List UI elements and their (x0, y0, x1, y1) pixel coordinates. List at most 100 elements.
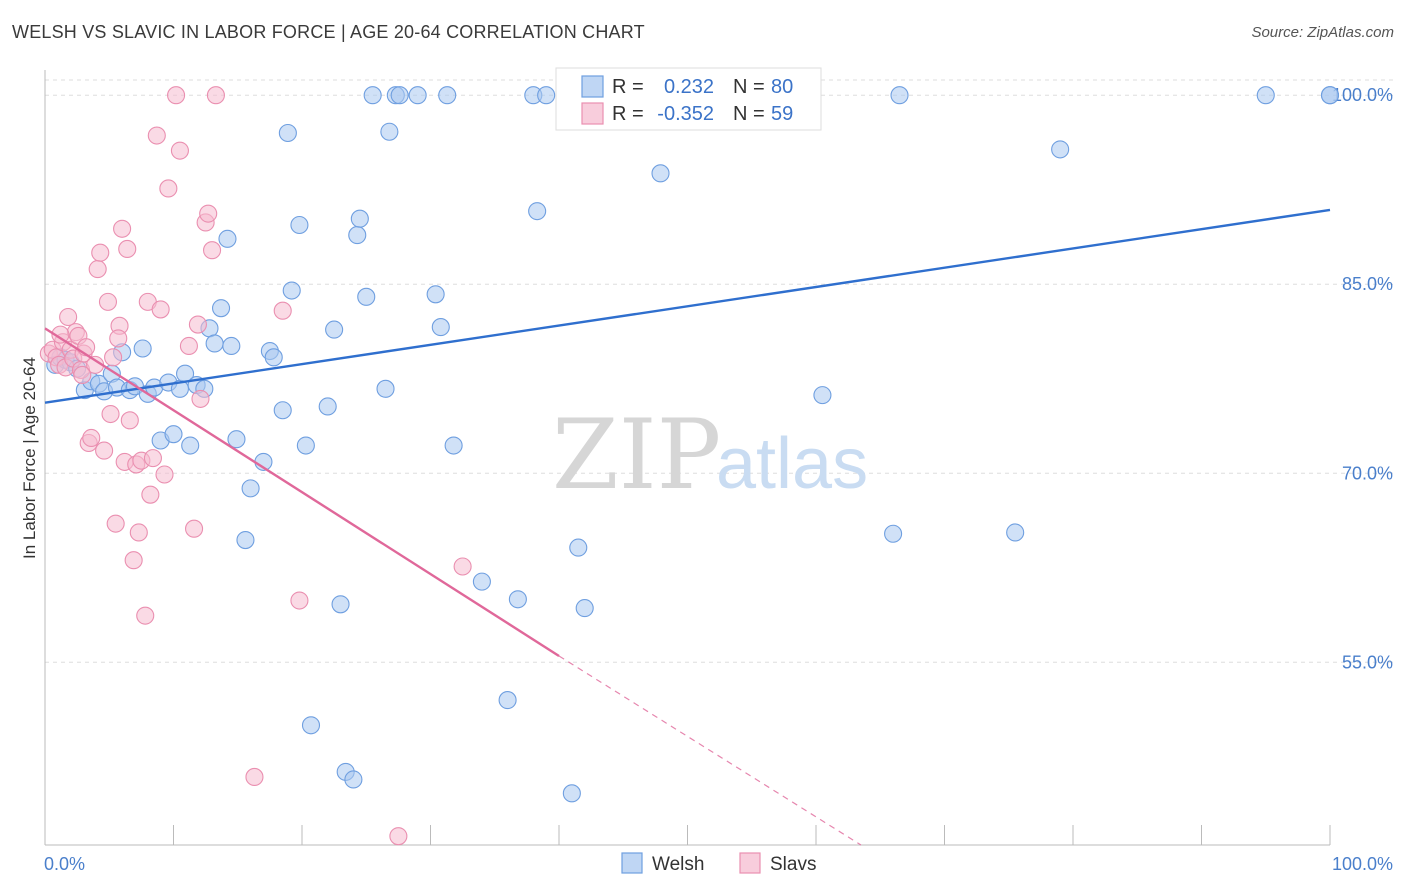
welsh-point-52 (380, 122, 399, 141)
welsh-point-31 (236, 530, 255, 550)
welsh-point-68 (575, 599, 594, 618)
welsh-point-39 (290, 215, 309, 235)
bottom-legend-label-slavs: Slavs (770, 854, 816, 875)
slavs-point-41 (167, 86, 186, 105)
y-tick-labels: 55.0% 70.0% 85.0% 100.0% (1332, 85, 1393, 672)
welsh-point-14 (133, 339, 152, 358)
slavs-point-52 (273, 301, 292, 320)
welsh-point-37 (278, 123, 297, 143)
welsh-point-61 (498, 691, 517, 710)
trend-lines (44, 208, 1331, 846)
y-tick-label-3: 100.0% (1332, 85, 1393, 105)
welsh-point-74 (890, 86, 909, 105)
source-note: Source: ZipAtlas.com (1251, 24, 1394, 41)
welsh-point-65 (537, 86, 556, 105)
welsh-point-67 (569, 538, 588, 557)
welsh-point-54 (390, 86, 409, 105)
legend-n-label-slavs: N = (733, 103, 765, 125)
slavs-point-25 (113, 219, 132, 238)
watermark-atlas: atlas (716, 424, 868, 504)
welsh-point-79 (1320, 86, 1340, 105)
slavs-points (39, 86, 472, 846)
welsh-point-56 (426, 285, 445, 304)
watermark-zip: ZIP (552, 399, 721, 511)
legend-r-value-welsh: 0.232 (664, 76, 714, 98)
slavs-point-29 (124, 551, 143, 570)
slavs-point-38 (151, 300, 170, 319)
welsh-point-36 (273, 401, 292, 420)
bottom-legend-label-welsh: Welsh (652, 854, 704, 875)
bottom-legend-swatch-slavs (739, 852, 761, 874)
welsh-point-28 (218, 229, 237, 248)
welsh-point-51 (376, 379, 395, 398)
x-tick-labels: 0.0% 100.0% (44, 854, 1393, 874)
welsh-point-76 (1051, 140, 1070, 159)
welsh-point-64 (528, 202, 547, 221)
x-tick-label-1: 100.0% (1332, 854, 1393, 874)
welsh-point-42 (318, 397, 337, 416)
welsh-point-75 (1006, 523, 1025, 542)
slavs-point-53 (290, 591, 309, 610)
welsh-point-55 (408, 86, 427, 105)
legend-n-value-slavs: 59 (771, 103, 793, 125)
chart-title: WELSH VS SLAVIC IN LABOR FORCE | AGE 20-… (12, 22, 645, 42)
slavs-point-40 (159, 179, 178, 198)
welsh-point-66 (562, 784, 581, 803)
bottom-legend-swatch-welsh (621, 852, 643, 874)
slavs-point-48 (199, 204, 218, 223)
slavs-point-6 (59, 307, 78, 327)
welsh-point-58 (438, 86, 457, 105)
welsh-point-73 (884, 524, 903, 543)
slavs-point-27 (118, 239, 137, 258)
y-axis-label: In Labor Force | Age 20-64 (20, 357, 39, 559)
welsh-point-41 (301, 716, 321, 735)
welsh-point-44 (331, 595, 350, 614)
welsh-point-72 (813, 386, 832, 405)
legend-r-label-slavs: R = (612, 103, 644, 125)
slavs-point-28 (120, 411, 139, 430)
y-tick-label-0: 55.0% (1342, 652, 1393, 672)
welsh-point-32 (241, 479, 260, 498)
slavs-point-58 (109, 329, 128, 348)
welsh-point-49 (357, 287, 376, 306)
welsh-point-43 (325, 320, 344, 339)
legend-n-label-welsh: N = (733, 76, 765, 98)
slavs-point-44 (185, 519, 204, 538)
welsh-point-29 (222, 336, 241, 356)
slavs-point-22 (104, 348, 123, 367)
axes (44, 70, 1331, 846)
slavs-point-54 (389, 827, 408, 846)
slavs-point-50 (206, 86, 225, 105)
slavs-point-46 (191, 389, 210, 408)
slavs-point-37 (147, 126, 166, 145)
slavs-point-55 (453, 557, 472, 576)
y-tick-label-2: 85.0% (1342, 274, 1393, 294)
legend-r-value-slavs: -0.352 (657, 103, 714, 125)
slavs-point-35 (141, 485, 160, 504)
welsh-point-59 (444, 436, 463, 455)
slavs-point-49 (203, 241, 222, 260)
welsh-point-40 (296, 436, 315, 455)
welsh-point-57 (431, 318, 450, 337)
legend-swatch-welsh (581, 75, 604, 98)
slavs-point-23 (106, 514, 125, 533)
slavs-point-39 (155, 465, 174, 484)
slavs-trend-extension (558, 655, 862, 846)
watermark: ZIP atlas (552, 399, 868, 511)
slavs-point-19 (95, 441, 114, 460)
slavs-point-20 (98, 292, 118, 311)
legend-box: R = 0.232 N = 80 R = -0.352 N = 59 (555, 67, 822, 131)
legend-r-label-welsh: R = (612, 76, 644, 98)
legend-swatch-slavs (581, 102, 604, 125)
welsh-point-38 (282, 281, 301, 300)
slavs-point-18 (91, 243, 110, 262)
welsh-point-71 (651, 164, 670, 183)
welsh-point-60 (472, 572, 491, 591)
slavs-point-45 (188, 315, 207, 334)
welsh-point-46 (344, 770, 363, 789)
welsh-point-48 (350, 209, 369, 228)
slavs-point-36 (143, 449, 162, 468)
welsh-point-22 (181, 436, 200, 455)
slavs-point-31 (129, 523, 148, 542)
